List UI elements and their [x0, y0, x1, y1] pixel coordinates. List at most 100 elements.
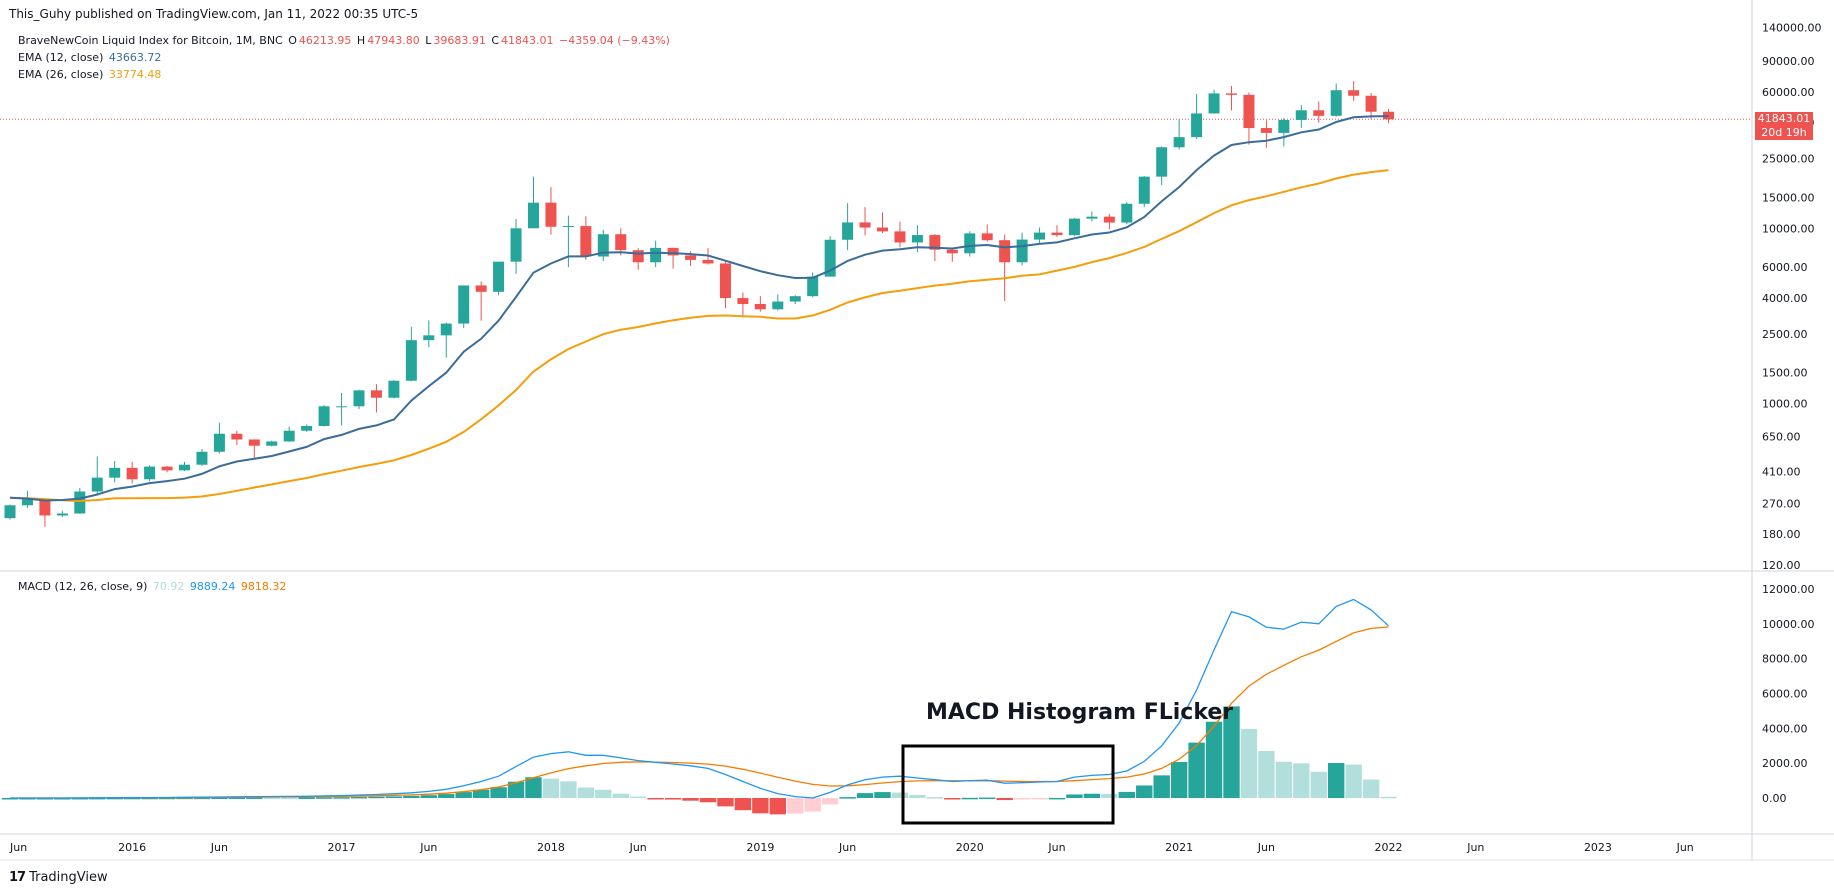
macd-histogram-bar: [246, 797, 263, 799]
macd-histogram-bar: [472, 789, 490, 798]
candle-body: [388, 380, 400, 398]
macd-histogram-bar: [1275, 761, 1293, 798]
macd-tick-label: 12000.00: [1762, 583, 1815, 596]
change-value: −4359.04 (−9.43%): [559, 34, 670, 47]
time-tick-label: Jun: [1257, 841, 1275, 854]
macd-histogram-bar: [752, 798, 769, 814]
time-tick-label: 2017: [328, 841, 356, 854]
macd-histogram-bar: [874, 792, 891, 798]
candle-body: [597, 234, 609, 257]
ema26-label: EMA (26, close): [18, 68, 104, 81]
candle-body: [301, 425, 313, 431]
time-tick-label: 2018: [537, 841, 565, 854]
macd-histogram-bar: [926, 797, 944, 799]
candle-body: [4, 505, 16, 519]
close-label: C: [491, 34, 500, 47]
macd-histogram-bar: [385, 796, 403, 798]
candle-body: [1156, 147, 1168, 177]
candle-body: [528, 202, 539, 229]
candle-body: [109, 467, 121, 478]
annotation-box: [901, 744, 1115, 825]
time-tick-label: 2020: [956, 841, 984, 854]
price-tick-label: 1500.00: [1762, 367, 1808, 380]
candle-body: [1103, 216, 1115, 223]
time-tick-label: Jun: [1047, 841, 1065, 854]
time-tick-label: 2023: [1584, 841, 1612, 854]
tv-logo-icon: 17: [9, 870, 26, 885]
macd-histogram-bar: [141, 797, 158, 800]
symbol-legend: BraveNewCoin Liquid Index for Bitcoin, 1…: [18, 34, 672, 47]
macd-histogram-bar: [1380, 796, 1397, 799]
candle-body: [1226, 93, 1237, 95]
candle-body: [179, 464, 190, 471]
macd-histogram-bar: [455, 792, 472, 798]
macd-histogram-bar: [106, 797, 123, 800]
candle-body: [248, 439, 260, 446]
macd-tick-label: 4000.00: [1762, 722, 1808, 735]
time-tick-label: Jun: [210, 841, 228, 854]
ema12-value: 43663.72: [108, 51, 162, 64]
macd-histogram-bar: [891, 792, 909, 798]
macd-histogram-bar: [228, 797, 246, 799]
macd-histogram-bar: [525, 777, 542, 798]
candle-body: [440, 323, 452, 336]
macd-histogram-bar: [54, 798, 71, 800]
candle-body: [946, 249, 958, 254]
macd-histogram-bar: [333, 797, 350, 799]
macd-histogram-bar: [1118, 791, 1135, 798]
macd-tick-label: 2000.00: [1762, 757, 1808, 770]
candle-body: [859, 222, 871, 228]
macd-histogram-bar: [298, 797, 315, 799]
candle-body: [685, 255, 697, 260]
candle-body: [213, 433, 225, 452]
price-tick-label: 410.00: [1762, 465, 1801, 478]
candle-body: [1138, 176, 1150, 204]
candle-body: [772, 301, 784, 310]
macd-histogram-bar: [734, 798, 752, 811]
macd-histogram-bar: [961, 797, 978, 800]
price-tick-label: 6000.00: [1762, 261, 1808, 274]
macd-legend: MACD (12, 26, close, 9) 70.92 9889.24 98…: [18, 580, 288, 593]
candle-body: [1173, 137, 1185, 148]
candle-body: [999, 240, 1011, 263]
bar-countdown: 20d 19h: [1755, 126, 1813, 140]
macd-line-value: 9889.24: [189, 580, 236, 593]
candle-body: [56, 513, 68, 516]
macd-histogram-bar: [944, 798, 961, 800]
price-tick-label: 10000.00: [1762, 222, 1815, 235]
candle-body: [877, 227, 888, 232]
candle-body: [144, 466, 156, 480]
candle-body: [545, 202, 557, 227]
symbol-name: BraveNewCoin Liquid Index for Bitcoin, 1…: [18, 34, 283, 47]
candle-body: [39, 499, 51, 516]
candle-body: [737, 298, 749, 304]
ema26-line: [9, 169, 1389, 503]
candle-body: [929, 235, 941, 250]
candle-body: [318, 406, 330, 426]
macd-histogram: [1, 706, 1397, 815]
candle-body: [754, 303, 766, 310]
candle-body: [719, 263, 731, 299]
macd-histogram-bar: [71, 797, 88, 800]
candle-body: [91, 477, 103, 492]
macd-histogram-bar: [420, 795, 437, 798]
macd-histogram-bar: [839, 797, 856, 799]
candle-body: [667, 247, 679, 256]
macd-histogram-bar: [1205, 721, 1223, 798]
macd-label: MACD (12, 26, close, 9): [18, 580, 148, 593]
tradingview-logo: 17 TradingView: [9, 870, 108, 885]
time-tick-label: Jun: [419, 841, 437, 854]
ema12-label: EMA (12, close): [18, 51, 104, 64]
price-tick-label: 270.00: [1762, 497, 1801, 510]
candle-body: [1121, 203, 1133, 223]
candle-body: [1365, 95, 1377, 112]
candle-body: [283, 430, 295, 442]
tradingview-brand: TradingView: [29, 870, 108, 885]
candle-body: [458, 285, 470, 324]
macd-histogram-bar: [769, 798, 786, 815]
macd-histogram-bar: [89, 797, 106, 800]
macd-histogram-bar: [507, 781, 525, 798]
macd-histogram-bar: [787, 798, 804, 814]
macd-histogram-bar: [979, 797, 996, 800]
